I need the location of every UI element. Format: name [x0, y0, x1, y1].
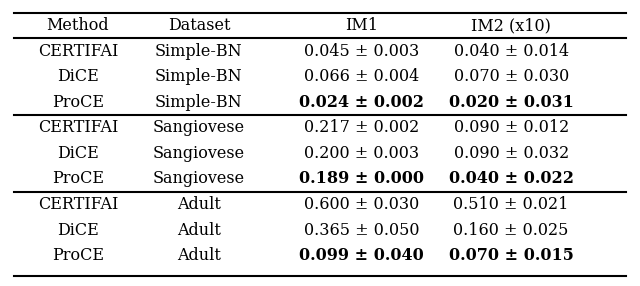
- Text: CERTIFAI: CERTIFAI: [38, 196, 118, 213]
- Text: 0.040 ± 0.022: 0.040 ± 0.022: [449, 170, 573, 187]
- Text: ProCE: ProCE: [52, 94, 104, 111]
- Text: Simple-BN: Simple-BN: [155, 94, 243, 111]
- Text: CERTIFAI: CERTIFAI: [38, 43, 118, 59]
- Text: ProCE: ProCE: [52, 247, 104, 264]
- Text: 0.365 ± 0.050: 0.365 ± 0.050: [303, 222, 419, 239]
- Text: Method: Method: [47, 17, 109, 34]
- Text: IM1: IM1: [345, 17, 378, 34]
- Text: 0.189 ± 0.000: 0.189 ± 0.000: [299, 170, 424, 187]
- Text: 0.090 ± 0.032: 0.090 ± 0.032: [454, 145, 569, 162]
- Text: 0.600 ± 0.030: 0.600 ± 0.030: [304, 196, 419, 213]
- Text: 0.200 ± 0.003: 0.200 ± 0.003: [304, 145, 419, 162]
- Text: Adult: Adult: [177, 222, 221, 239]
- Text: 0.020 ± 0.031: 0.020 ± 0.031: [449, 94, 573, 111]
- Text: 0.070 ± 0.030: 0.070 ± 0.030: [454, 68, 569, 85]
- Text: DiCE: DiCE: [57, 145, 99, 162]
- Text: Adult: Adult: [177, 196, 221, 213]
- Text: 0.070 ± 0.015: 0.070 ± 0.015: [449, 247, 573, 264]
- Text: 0.510 ± 0.021: 0.510 ± 0.021: [454, 196, 569, 213]
- Text: Simple-BN: Simple-BN: [155, 43, 243, 59]
- Text: Simple-BN: Simple-BN: [155, 68, 243, 85]
- Text: DiCE: DiCE: [57, 222, 99, 239]
- Text: Sangiovese: Sangiovese: [153, 170, 245, 187]
- Text: CERTIFAI: CERTIFAI: [38, 119, 118, 136]
- Text: 0.024 ± 0.002: 0.024 ± 0.002: [299, 94, 424, 111]
- Text: Sangiovese: Sangiovese: [153, 119, 245, 136]
- Text: IM2 (x10): IM2 (x10): [471, 17, 551, 34]
- Text: 0.090 ± 0.012: 0.090 ± 0.012: [454, 119, 569, 136]
- Text: Sangiovese: Sangiovese: [153, 145, 245, 162]
- Text: 0.066 ± 0.004: 0.066 ± 0.004: [304, 68, 419, 85]
- Text: 0.160 ± 0.025: 0.160 ± 0.025: [454, 222, 569, 239]
- Text: 0.217 ± 0.002: 0.217 ± 0.002: [304, 119, 419, 136]
- Text: 0.040 ± 0.014: 0.040 ± 0.014: [454, 43, 569, 59]
- Text: DiCE: DiCE: [57, 68, 99, 85]
- Text: ProCE: ProCE: [52, 170, 104, 187]
- Text: 0.045 ± 0.003: 0.045 ± 0.003: [304, 43, 419, 59]
- Text: 0.099 ± 0.040: 0.099 ± 0.040: [299, 247, 424, 264]
- Text: Adult: Adult: [177, 247, 221, 264]
- Text: Dataset: Dataset: [168, 17, 230, 34]
